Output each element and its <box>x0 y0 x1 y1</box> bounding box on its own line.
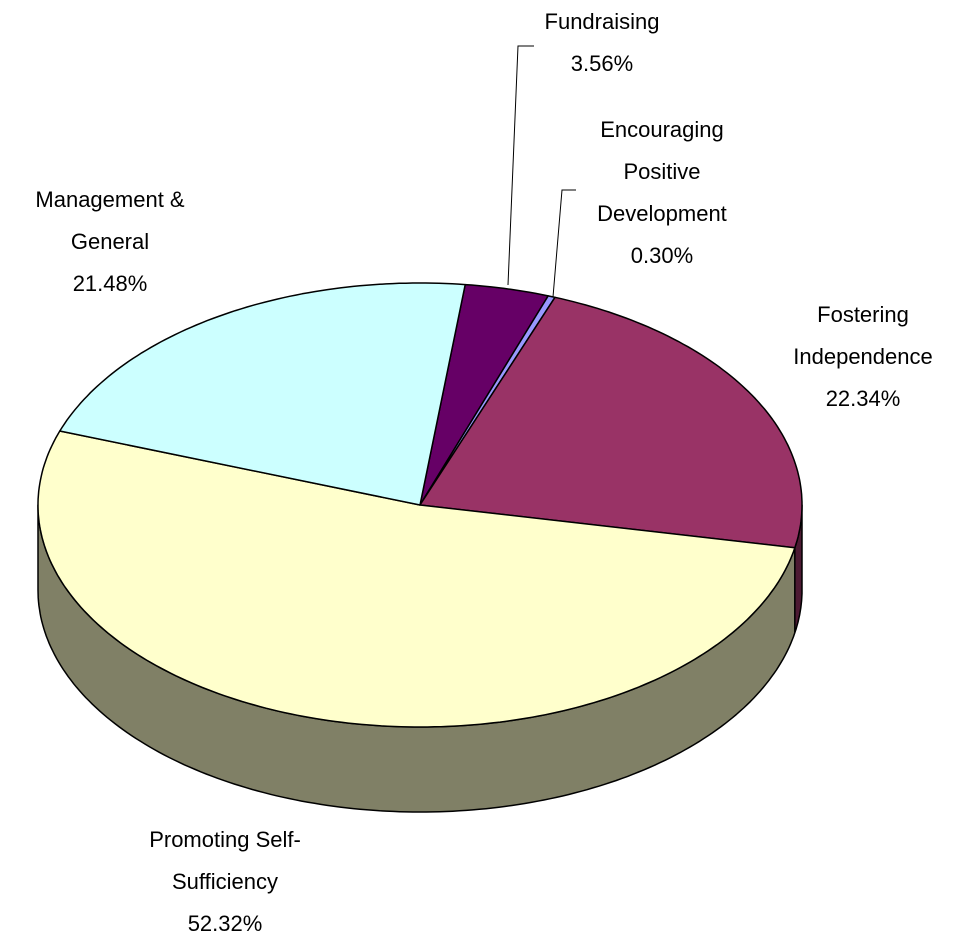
slice <box>419 283 549 506</box>
value-label: 52.32% <box>187 911 263 936</box>
value-label: 21.48% <box>72 271 148 296</box>
slice-label: Fundraising 3.56% <box>502 1 702 85</box>
category-label: Management & General <box>35 187 185 254</box>
leader-line <box>552 189 576 298</box>
category-label: Fostering Independence <box>793 302 933 369</box>
slice <box>419 296 803 549</box>
slice-label: Fostering Independence 22.34% <box>778 294 948 420</box>
category-label: Fundraising <box>544 9 660 34</box>
slice-label: Management & General 21.48% <box>3 179 218 305</box>
value-label: 22.34% <box>825 386 901 411</box>
slice <box>37 430 796 728</box>
value-label: 3.56% <box>570 51 634 76</box>
slice-label: Promoting Self-Sufficiency 52.32% <box>115 819 335 945</box>
slice <box>59 282 466 506</box>
slice-label: Encouraging Positive Development 0.30% <box>577 109 747 277</box>
category-label: Encouraging Positive Development <box>597 117 727 226</box>
leader-line <box>507 45 534 286</box>
value-label: 0.30% <box>630 243 694 268</box>
category-label: Promoting Self-Sufficiency <box>149 827 301 894</box>
